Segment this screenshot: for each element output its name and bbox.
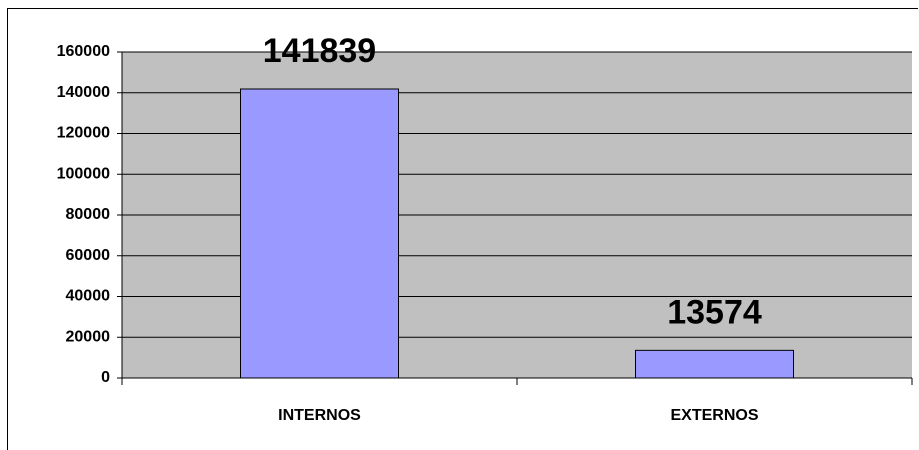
x-tick-label: EXTERNOS [670,407,758,424]
bar [635,349,794,379]
chart-border [7,8,918,450]
data-label: 13574 [667,293,762,331]
x-tick-label: INTERNOS [278,407,361,424]
y-tick-label: 160000 [57,43,110,60]
y-tick-label: 80000 [66,206,111,223]
y-tick-label: 60000 [66,247,111,264]
y-tick-label: 100000 [57,165,110,182]
y-tick-label: 120000 [57,125,110,142]
y-tick-label: 140000 [57,84,110,101]
y-tick-label: 0 [101,369,110,386]
data-label: 141839 [263,32,376,70]
y-tick-label: 20000 [66,328,111,345]
y-tick-label: 40000 [66,288,111,305]
bar [240,88,399,379]
